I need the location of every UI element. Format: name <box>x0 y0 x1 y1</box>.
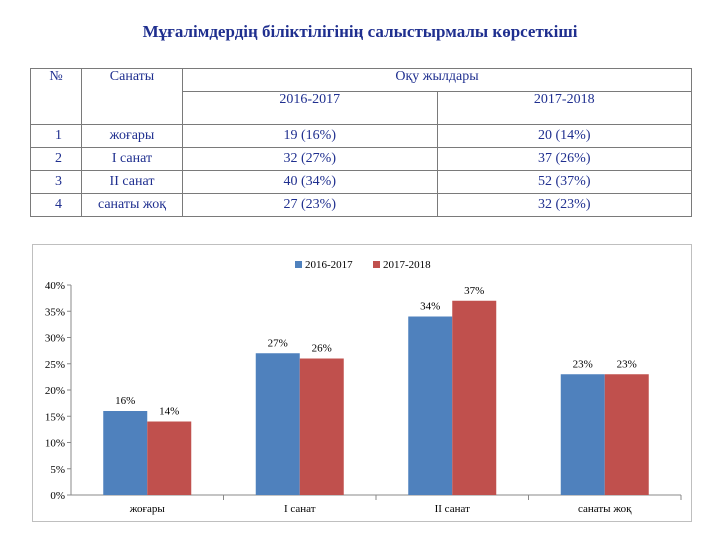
row-value-y1: 32 (27%) <box>182 147 438 171</box>
x-tick-label: санаты жоқ <box>578 503 632 515</box>
legend-label: 2016-2017 <box>305 259 353 271</box>
row-value-y1: 27 (23%) <box>182 193 438 217</box>
bar <box>255 353 300 495</box>
row-no: 4 <box>30 193 82 217</box>
data-label: 34% <box>420 301 440 313</box>
table-subheader-row: 2016-2017 2017-2018 <box>31 91 692 125</box>
y-tick-label: 35% <box>45 306 65 318</box>
bar-chart: 2016-2017 2017-2018 0% 5% 10% 15% 20% 25% 30% 35%… <box>45 259 682 515</box>
table-row: 3 II санат 40 (34%) 52 (37%) <box>30 170 692 194</box>
data-label: 26% <box>312 343 332 355</box>
y-tick-label: 25% <box>45 359 65 371</box>
y-tick-label: 15% <box>45 411 65 423</box>
header-no: № <box>30 68 82 125</box>
qualification-table: № Санаты Оқу жылдары 2016-2017 2017-2018… <box>30 68 692 217</box>
bar <box>103 411 148 495</box>
y-tick-label: 40% <box>45 280 65 292</box>
x-tick-label: II санат <box>435 503 470 515</box>
table-row: 4 санаты жоқ 27 (23%) 32 (23%) <box>30 193 692 217</box>
row-value-y2: 52 (37%) <box>436 170 692 194</box>
y-tick-label: 10% <box>45 438 65 450</box>
table-header-row: № Санаты Оқу жылдары <box>30 68 692 125</box>
header-category: Санаты <box>81 68 183 125</box>
row-value-y2: 20 (14%) <box>436 124 692 148</box>
header-year-2: 2017-2018 <box>436 91 692 125</box>
row-category: I санат <box>81 147 183 171</box>
x-tick-label: жоғары <box>129 503 166 515</box>
row-no: 2 <box>30 147 82 171</box>
y-tick-label: 20% <box>45 385 65 397</box>
data-label: 23% <box>617 358 637 370</box>
data-label: 27% <box>268 337 288 349</box>
page-title: Мұғалімдердің біліктілігінің салыстырмал… <box>142 22 578 41</box>
table-row: 2 I санат 32 (27%) 37 (26%) <box>30 147 692 171</box>
bar <box>452 300 497 495</box>
legend-swatch <box>373 261 380 268</box>
row-category: жоғары <box>81 124 183 148</box>
legend-swatch <box>295 261 302 268</box>
x-tick-label: I санат <box>284 503 316 515</box>
table-row: 1 жоғары 19 (16%) 20 (14%) <box>30 124 692 148</box>
y-tick-label: 5% <box>50 464 65 476</box>
legend-label: 2017-2018 <box>383 259 431 271</box>
row-category: санаты жоқ <box>81 193 183 217</box>
bar <box>604 374 649 495</box>
y-tick-label: 30% <box>45 333 65 345</box>
header-years: Оқу жылдары <box>182 68 692 92</box>
chart-container: 2016-2017 2017-2018 0% 5% 10% 15% 20% 25% 30% 35%… <box>32 244 692 522</box>
data-label: 14% <box>159 406 179 418</box>
row-no: 3 <box>30 170 82 194</box>
y-tick-label: 0% <box>50 490 65 502</box>
bar <box>299 358 344 495</box>
row-value-y1: 19 (16%) <box>182 124 438 148</box>
bar <box>560 374 605 495</box>
data-label: 37% <box>464 285 484 297</box>
row-value-y2: 37 (26%) <box>436 147 692 171</box>
bar <box>408 316 453 495</box>
row-value-y2: 32 (23%) <box>436 193 692 217</box>
row-no: 1 <box>30 124 82 148</box>
row-category: II санат <box>81 170 183 194</box>
bar <box>147 421 192 495</box>
data-label: 16% <box>115 395 135 407</box>
header-year-1: 2016-2017 <box>182 91 438 125</box>
row-value-y1: 40 (34%) <box>182 170 438 194</box>
data-label: 23% <box>573 358 593 370</box>
